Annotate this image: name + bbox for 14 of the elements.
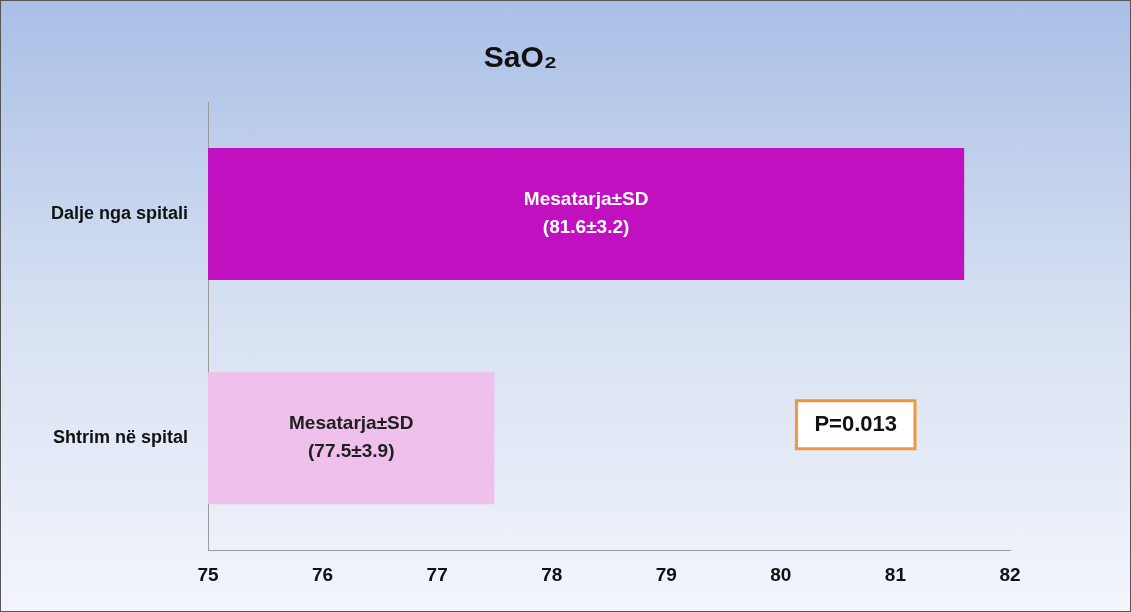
- x-tick-label: 76: [312, 563, 334, 585]
- x-tick-label: 80: [770, 563, 792, 585]
- x-tick-label: 81: [884, 563, 907, 585]
- x-tick-label: 79: [655, 563, 677, 585]
- data-label: Mesatarja±SD (77.5±3.9): [289, 412, 414, 462]
- data-label: Mesatarja±SD (81.6±3.2): [523, 188, 649, 238]
- chart-title: SaO₂: [483, 40, 558, 74]
- x-tick-label: 78: [541, 563, 563, 585]
- y-tick-label: Dalje nga spitali: [50, 203, 189, 224]
- x-tick-label: 75: [197, 563, 220, 585]
- x-tick-label: 77: [426, 563, 448, 585]
- annotation: P=0.013: [814, 410, 897, 436]
- x-tick-label: 82: [999, 563, 1021, 585]
- y-tick-label: Shtrim në spital: [53, 427, 189, 448]
